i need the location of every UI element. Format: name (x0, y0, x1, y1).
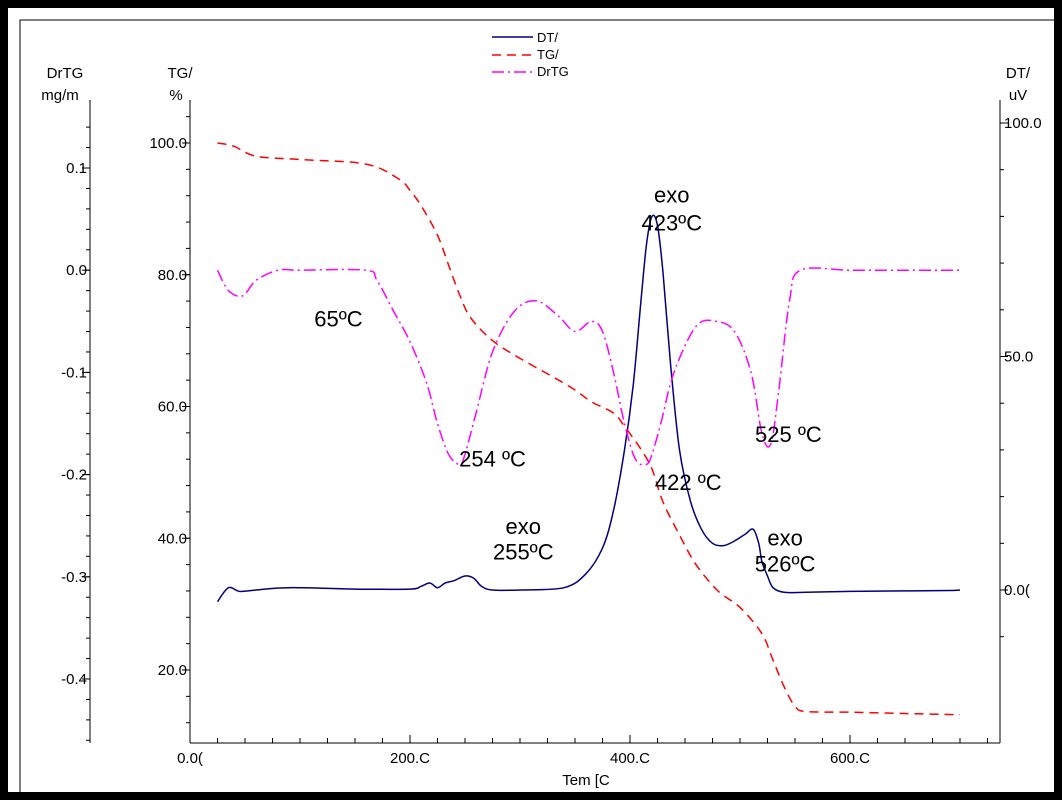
tga-axis-ticks: 100.0 80.0 60.0 40.0 20.0 (149, 116, 190, 724)
legend: DT/ TG/ DrTG (492, 30, 569, 79)
annotation-label: 525 ºC (755, 422, 822, 447)
legend-label-drtg: DrTG (537, 64, 569, 79)
drtg-axis-title: DrTG (47, 65, 84, 82)
tga-tick-label: 20.0 (158, 662, 187, 679)
dta-axis-ticks: 100.0 50.0 0.0( (1000, 115, 1042, 638)
drtg-axis: DrTG mg/m 0.1 0.0 -0.1 -0.2 -0.3 -0.4 (41, 65, 91, 743)
series-line-drtg (216, 267, 960, 466)
tga-axis: TG/ % 100.0 80.0 60.0 40.0 20.0 (149, 65, 193, 743)
annotation-label: 422 ºC (655, 470, 722, 495)
drtg-tick-label: 0.0 (66, 262, 87, 279)
drtg-tick-label: -0.4 (61, 671, 87, 688)
annotation-label: 255ºC (493, 540, 554, 565)
legend-label-tga: TG/ (537, 47, 559, 62)
series-layer (216, 142, 961, 716)
x-axis: 0.0( 200.C 400.C 600.C Tem [C (177, 735, 1000, 789)
annotation-label: exo (767, 526, 802, 551)
dta-tick-label: 50.0 (1004, 349, 1033, 366)
dta-tick-label: 0.0( (1004, 582, 1030, 599)
x-tick-label: 0.0( (177, 750, 203, 767)
drtg-axis-ticks: 0.1 0.0 -0.1 -0.2 -0.3 -0.4 (61, 126, 90, 741)
tga-tick-label: 80.0 (158, 267, 187, 284)
plot-area-border (19, 19, 1059, 797)
annotation-label: exo (654, 182, 689, 207)
series-line-tg (217, 142, 961, 716)
annotation-label: 65ºC (314, 306, 363, 331)
x-tick-label: 600.C (830, 750, 870, 767)
drtg-axis-unit: mg/m (41, 87, 79, 104)
annotation-label: exo (506, 514, 541, 539)
tga-tick-label: 100.0 (149, 135, 187, 152)
dta-axis: DT/ uV 100.0 50.0 0.0( (999, 65, 1042, 743)
annotation-label: 526ºC (755, 551, 816, 576)
legend-label-dta: DT/ (537, 30, 558, 45)
series-line-dt (216, 214, 961, 603)
tga-tick-label: 60.0 (158, 399, 187, 416)
tga-tick-label: 40.0 (158, 530, 187, 547)
dta-tick-label: 100.0 (1004, 115, 1042, 132)
annotation-label: 254 ºC (459, 446, 526, 471)
dta-axis-title: DT/ (1006, 65, 1031, 82)
x-tick-label: 200.C (390, 750, 430, 767)
tga-axis-title: TG/ (168, 65, 194, 82)
x-tick-label: 400.C (610, 750, 650, 767)
drtg-tick-label: 0.1 (66, 160, 87, 177)
drtg-tick-label: -0.1 (61, 364, 87, 381)
tga-axis-unit: % (169, 87, 182, 104)
annotation-label: 423ºC (641, 210, 702, 235)
dta-axis-unit: uV (1009, 87, 1027, 104)
drtg-tick-label: -0.2 (61, 467, 87, 484)
drtg-tick-label: -0.3 (61, 569, 87, 586)
x-axis-ticks: 0.0( 200.C 400.C 600.C (177, 735, 988, 767)
x-axis-title: Tem [C (562, 772, 610, 789)
